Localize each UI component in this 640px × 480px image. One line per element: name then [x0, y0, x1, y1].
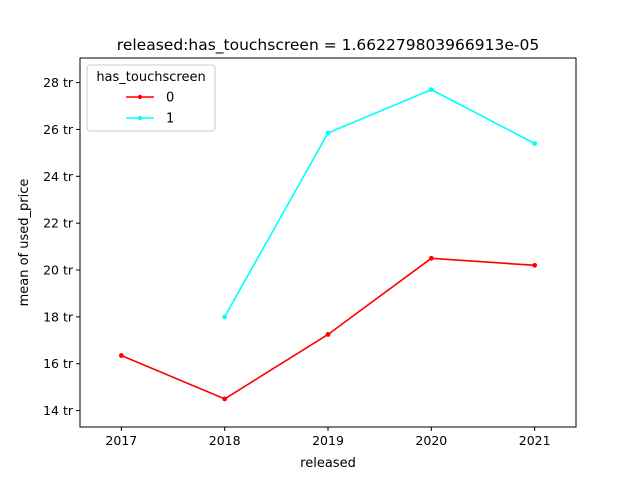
chart-title: released:has_touchscreen = 1.66227980396…	[117, 36, 539, 55]
series-1-point	[325, 130, 331, 136]
series-1-point	[532, 141, 538, 146]
x-axis-label: released	[300, 456, 356, 471]
legend-label-1: 1	[166, 112, 174, 127]
series-1-point	[428, 87, 434, 93]
y-tick-label: 18 tr	[43, 309, 74, 324]
x-tick-label: 2019	[312, 433, 344, 448]
legend-marker-1	[137, 115, 143, 121]
y-tick-label: 20 tr	[43, 263, 74, 278]
legend-box	[86, 64, 216, 132]
legend-title: has_touchscreen	[96, 70, 205, 85]
series-0-point	[325, 332, 331, 337]
legend-marker-0	[137, 94, 143, 100]
series-1-point	[222, 314, 228, 320]
y-axis-label: mean of used_price	[17, 179, 32, 307]
x-tick-label: 2017	[105, 433, 137, 448]
x-tick-label: 2021	[519, 433, 551, 448]
y-tick-label: 28 tr	[43, 75, 74, 90]
y-tick-label: 14 tr	[43, 403, 74, 418]
series-1-line	[223, 88, 536, 318]
series-0-point	[118, 353, 124, 358]
y-tick-label: 26 tr	[43, 122, 74, 137]
y-tick-label: 22 tr	[43, 216, 74, 231]
series-0-point	[428, 255, 434, 261]
series-0-point	[222, 396, 228, 402]
y-tick-label: 16 tr	[43, 356, 74, 371]
x-tick-label: 2018	[209, 433, 241, 448]
series-layer	[118, 87, 538, 402]
legend: has_touchscreen 0 1	[86, 64, 216, 132]
axes-frame	[79, 57, 577, 428]
x-tick-label: 2020	[415, 433, 447, 448]
series-0-point	[532, 262, 538, 268]
legend-label-0: 0	[166, 91, 174, 106]
tick-layer: 2017 2018 2019 2020 2021 14 tr 16 tr 18 tr 20 tr…	[43, 75, 550, 448]
y-tick-label: 24 tr	[43, 169, 74, 184]
